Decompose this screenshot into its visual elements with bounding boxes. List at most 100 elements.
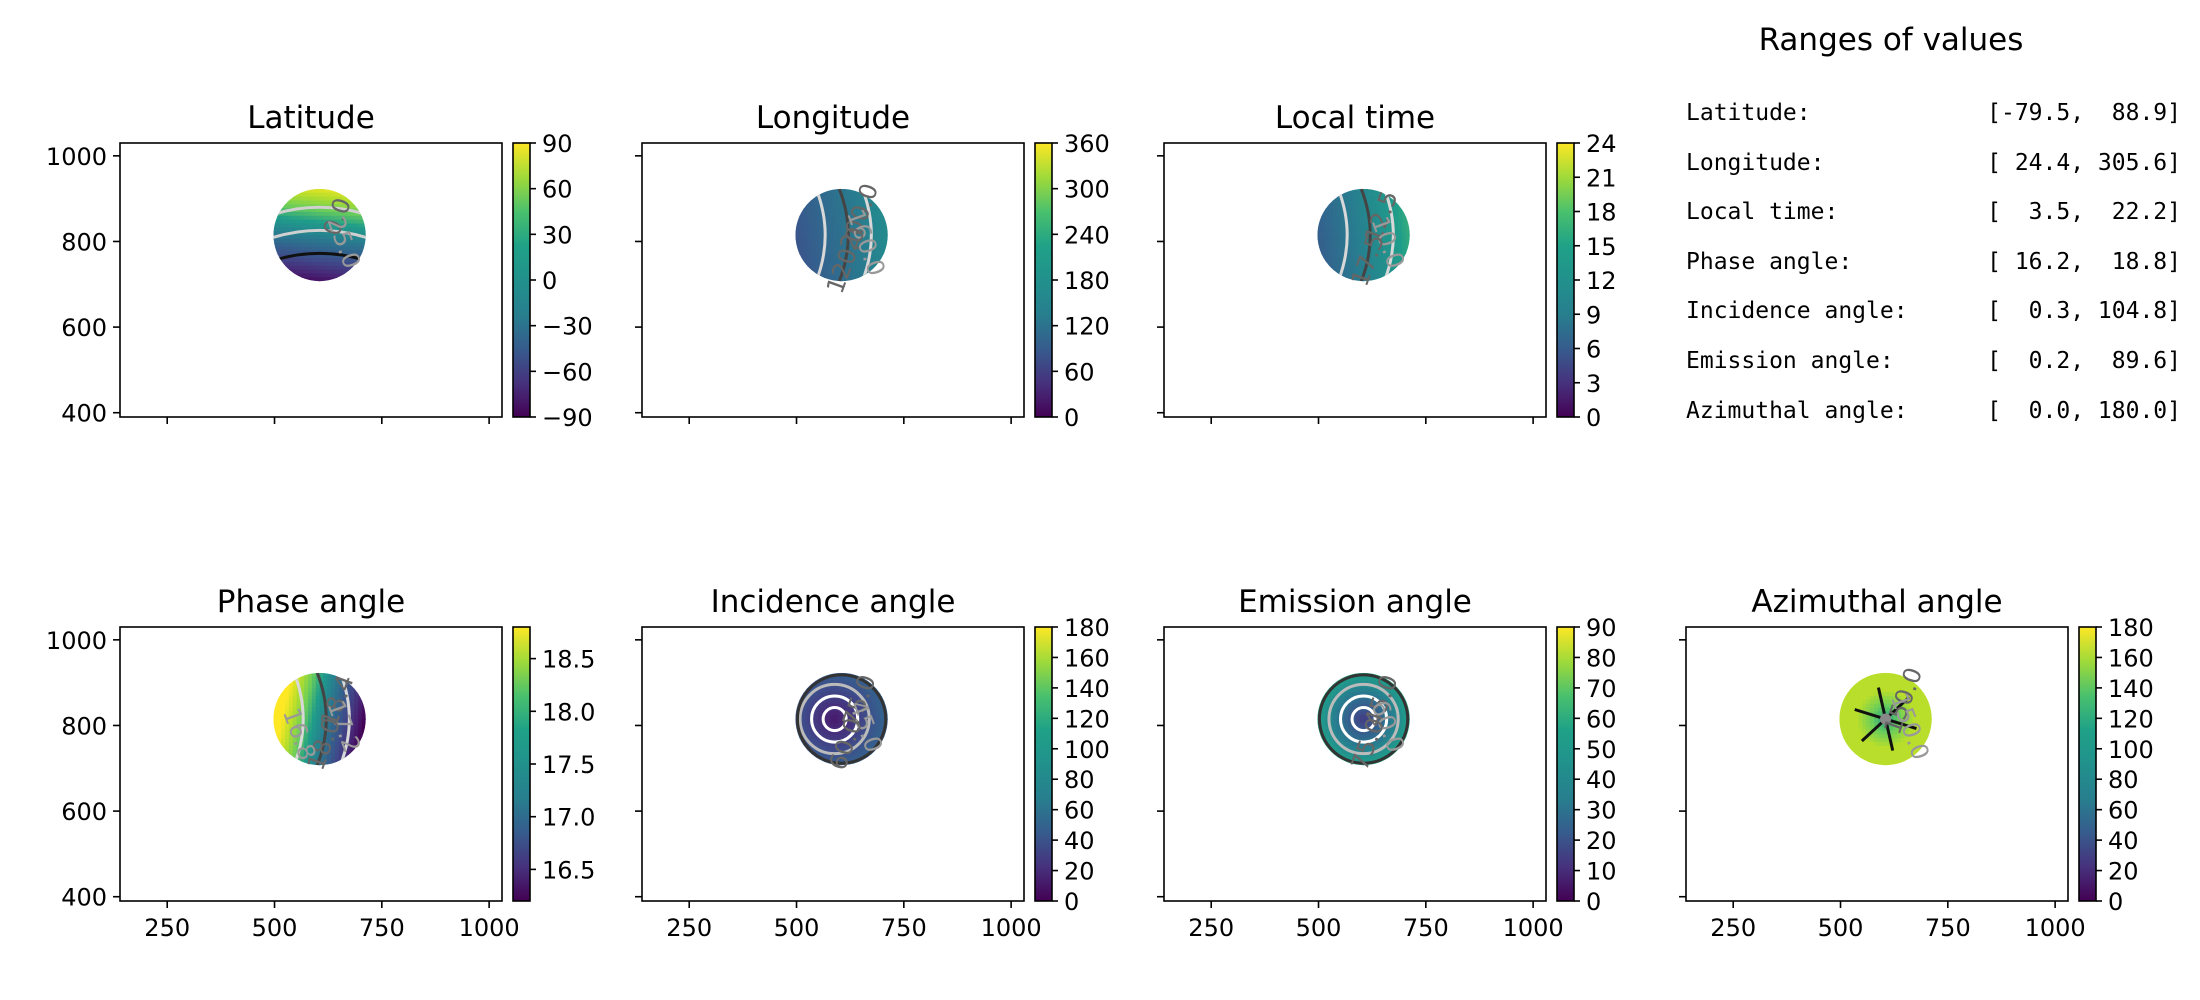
heat-cell <box>296 742 301 747</box>
heat-cell <box>837 219 843 225</box>
heat-cell <box>1352 188 1357 194</box>
heat-cell <box>856 761 862 766</box>
heat-cell <box>1398 231 1403 236</box>
heat-cell <box>296 235 301 240</box>
heat-cell <box>1870 749 1875 755</box>
heat-cell <box>868 261 873 267</box>
heat-cell <box>342 223 348 228</box>
heat-cell <box>1885 684 1891 689</box>
heat-cell <box>799 246 804 252</box>
heat-cell <box>864 734 870 739</box>
heat-cell <box>1317 238 1322 244</box>
heat-cell <box>795 742 800 747</box>
heat-cell <box>288 219 294 225</box>
heat-cell <box>1927 672 1932 678</box>
heat-cell <box>795 250 800 255</box>
heat-cell <box>1363 231 1369 236</box>
contour-line <box>821 706 848 733</box>
heat-cell <box>883 219 888 225</box>
heat-cell <box>1348 188 1353 194</box>
heat-cell <box>296 676 301 682</box>
heat-cell <box>1889 749 1894 755</box>
heat-cell <box>1904 726 1910 732</box>
heat-cell <box>810 192 816 198</box>
heat-cell <box>327 692 332 697</box>
heat-cell <box>1402 254 1407 259</box>
heat-cell <box>342 269 348 275</box>
heat-cell <box>1359 227 1365 232</box>
heat-cell <box>1321 703 1326 709</box>
heat-cell <box>342 715 348 720</box>
heat-cell <box>1904 757 1910 762</box>
heat-cell <box>304 730 309 736</box>
heat-cell <box>288 742 294 747</box>
heat-cell <box>1398 188 1403 194</box>
heat-cell <box>833 742 839 747</box>
heat-cell <box>1317 215 1322 221</box>
heat-cell <box>810 227 816 232</box>
heat-cell <box>1382 738 1388 743</box>
heat-cell <box>1363 688 1369 693</box>
heat-cell <box>841 254 847 259</box>
heat-cell <box>311 200 317 205</box>
heat-cell <box>856 196 862 202</box>
heat-cell <box>1866 692 1871 697</box>
heat-cell <box>1908 753 1914 759</box>
heat-cell <box>1321 719 1326 724</box>
contour-line <box>292 672 305 766</box>
heat-cell <box>1402 250 1407 255</box>
heat-cell <box>799 680 804 686</box>
heat-cell <box>300 196 305 202</box>
heat-cell <box>1355 680 1361 686</box>
heat-cell <box>342 707 348 712</box>
heat-cell <box>860 753 866 759</box>
heat-cell <box>334 699 340 705</box>
heat-cell <box>350 215 355 221</box>
heat-cell <box>837 208 843 213</box>
heat-cell <box>1839 680 1844 686</box>
heat-cell <box>296 730 301 736</box>
heat-cell <box>1352 250 1357 255</box>
heat-cell <box>334 211 340 217</box>
heat-cell <box>311 734 317 739</box>
heat-cell <box>1382 269 1388 275</box>
heat-cell <box>830 200 835 205</box>
heat-cell <box>872 254 877 259</box>
heat-cell <box>281 227 286 232</box>
heat-cell <box>1382 695 1388 701</box>
heat-cell <box>837 265 843 271</box>
heat-cell <box>1367 730 1372 736</box>
heat-cell <box>1854 726 1860 732</box>
heat-cell <box>331 196 336 202</box>
heat-cell <box>308 246 313 252</box>
heat-cell <box>273 672 278 678</box>
heat-cell <box>334 265 340 271</box>
heat-cell <box>319 246 325 252</box>
heat-cell <box>1850 745 1856 751</box>
y-tick-label: 400 <box>61 400 107 428</box>
heat-cell <box>833 223 839 228</box>
heat-cell <box>1359 757 1365 762</box>
heat-cell <box>822 707 827 712</box>
heat-cell <box>300 688 305 693</box>
heat-cell <box>845 258 850 263</box>
heat-cell <box>849 208 854 213</box>
heat-cell <box>315 192 321 198</box>
heat-cell <box>331 200 336 205</box>
heat-cell <box>883 273 888 278</box>
heat-cell <box>1348 688 1353 693</box>
heat-cell <box>292 215 298 221</box>
heat-cell <box>868 745 873 751</box>
heat-cell <box>334 684 340 689</box>
heat-cell <box>342 761 348 766</box>
heat-cell <box>319 261 325 267</box>
heat-cell <box>273 749 278 755</box>
heat-cell <box>1375 672 1380 678</box>
heat-cell <box>1927 695 1932 701</box>
heat-cell <box>1328 719 1334 724</box>
heat-cell <box>1371 192 1376 198</box>
heat-cell <box>308 265 313 271</box>
heat-cell <box>830 711 835 716</box>
heat-cell <box>826 277 831 282</box>
heat-cell <box>833 215 839 221</box>
